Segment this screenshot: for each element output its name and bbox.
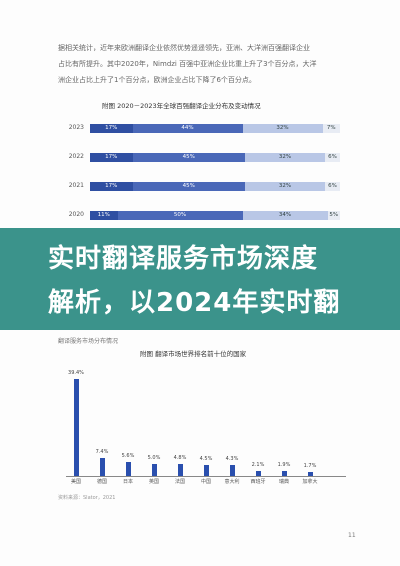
headline-banner: 实时翻译服务市场深度 解析，以2024年实时翻 (0, 228, 400, 330)
bar-segment: 6% (325, 153, 340, 162)
bar-加拿大 (307, 471, 313, 476)
bar-segment: 45% (132, 182, 245, 191)
banner-line-1: 实时翻译服务市场深度 (48, 244, 319, 274)
category-label: 美国 (70, 479, 81, 485)
bar-row-2020: 2020 11% 50% 34% 5% (62, 211, 362, 220)
bar-西班牙 (255, 470, 261, 476)
banner-line-2: 解析，以2024年实时翻 (48, 288, 341, 318)
stacked-bar: 17% 45% 32% 6% (90, 182, 340, 191)
data-label: 5.0% (147, 454, 161, 461)
stacked-bar: 17% 44% 32% 7% (90, 124, 340, 133)
page-number: 11 (348, 532, 356, 539)
data-label: 39.4% (68, 370, 84, 377)
bar-segment: 7% (322, 124, 340, 133)
bar-中国 (203, 464, 209, 476)
data-label: 1.7% (303, 462, 317, 469)
bar-segment: 34% (242, 211, 328, 220)
bar-segment: 11% (90, 211, 118, 220)
country-bar-chart: 39.4% 美国 7.4% 德国 5.6% 日本 5.0% 英国 4.8% 法国 4.5% 中国 4.3… (58, 362, 348, 512)
year-label: 2021 (68, 182, 84, 189)
bar-segment: 50% (117, 211, 243, 220)
bar-segment: 17% (90, 124, 133, 133)
x-axis-line (66, 476, 346, 477)
bar-segment: 17% (90, 153, 133, 162)
bar-segment: 5% (327, 211, 340, 220)
data-label: 4.5% (199, 455, 213, 462)
data-label: 4.3% (225, 456, 239, 463)
paragraph-line: 洲企业占比上升了1个百分点，欧洲企业占比下降了6个百分点。 (58, 76, 256, 84)
bar-segment: 32% (242, 124, 323, 133)
source-note: 资料来源：Slator，2021 (58, 495, 116, 501)
bar-segment: 17% (90, 182, 133, 191)
category-label: 意大利 (224, 479, 240, 485)
figure1-title: 附图 2020－2023年全球百强翻译企业分布及变动情况 (102, 102, 261, 110)
data-label: 5.6% (121, 453, 135, 460)
section-subheading: 翻译服务市场分布情况 (58, 338, 119, 345)
data-label: 4.8% (173, 455, 187, 462)
data-label: 2.1% (251, 461, 265, 468)
data-label: 7.4% (95, 448, 109, 455)
bar-segment: 45% (132, 153, 245, 162)
bar-row-2022: 2022 17% 45% 32% 6% (62, 153, 362, 162)
category-label: 西班牙 (250, 479, 266, 485)
category-label: 加拿大 (302, 479, 318, 485)
category-label: 中国 (200, 479, 211, 485)
paragraph-line: 占比有所提升。其中2020年，Nimdzi 百强中亚洲企业比重上升了3个百分点，… (58, 60, 317, 68)
bar-瑞典 (281, 471, 287, 476)
bar-segment: 32% (245, 153, 325, 162)
category-label: 瑞典 (278, 479, 289, 485)
bar-row-2021: 2021 17% 45% 32% 6% (62, 182, 362, 191)
bar-segment: 6% (325, 182, 340, 191)
category-label: 英国 (148, 479, 159, 485)
bar-日本 (125, 462, 131, 476)
bar-意大利 (229, 465, 235, 476)
paragraph-line: 据相关统计，近年来欧洲翻译企业依然优势遥遥领先，亚洲、大洋洲百强翻译企业 (58, 44, 310, 52)
bar-segment: 32% (245, 182, 325, 191)
bar-row-2023: 2023 17% 44% 32% 7% (62, 124, 362, 133)
bar-法国 (177, 464, 183, 476)
figure2-title: 附图 翻译市场世界排名前十位的国家 (140, 350, 247, 358)
intro-paragraph: 据相关统计，近年来欧洲翻译企业依然优势遥遥领先，亚洲、大洋洲百强翻译企业 占比有… (58, 40, 358, 88)
stacked-bar: 11% 50% 34% 5% (90, 211, 340, 220)
stacked-bar: 17% 45% 32% 6% (90, 153, 340, 162)
category-label: 德国 (96, 479, 107, 485)
data-label: 1.9% (277, 462, 291, 469)
bar-英国 (151, 463, 157, 476)
bar-segment: 44% (132, 124, 243, 133)
bar-德国 (99, 457, 105, 476)
category-label: 法国 (174, 479, 185, 485)
year-label: 2023 (68, 124, 84, 131)
bar-美国 (73, 379, 79, 476)
year-label: 2020 (68, 211, 84, 218)
category-label: 日本 (122, 479, 133, 485)
year-label: 2022 (68, 153, 84, 160)
